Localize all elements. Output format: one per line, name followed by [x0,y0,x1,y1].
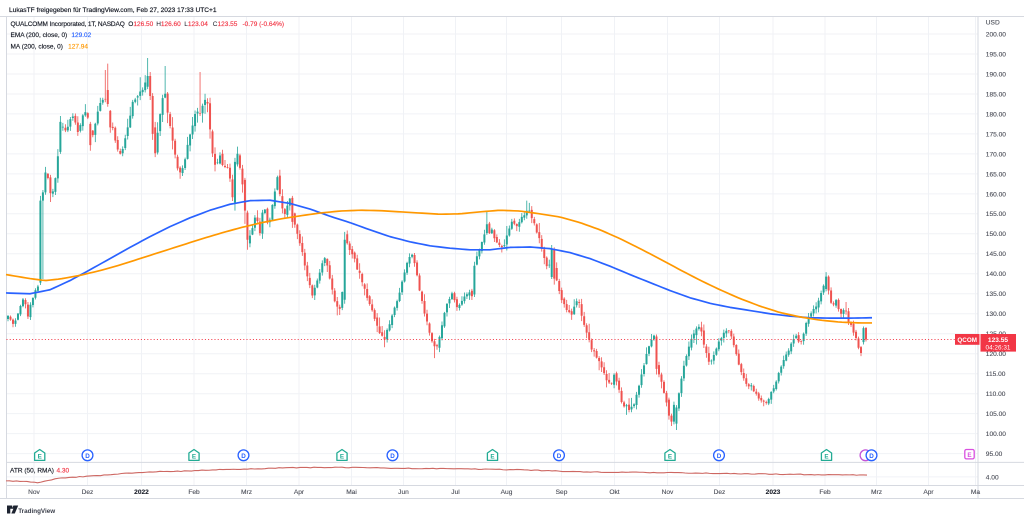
svg-text:200.00: 200.00 [986,31,1007,38]
svg-text:H126.60: H126.60 [156,21,181,28]
svg-text:E: E [824,453,828,460]
svg-text:QUALCOMM Incorporated, 1T, NAS: QUALCOMM Incorporated, 1T, NASDAQ [11,21,125,28]
svg-text:95.00: 95.00 [986,451,1003,458]
svg-text:TradingView: TradingView [18,508,55,515]
svg-text:100.00: 100.00 [986,431,1007,438]
svg-text:120.00: 120.00 [986,351,1007,358]
svg-text:110.00: 110.00 [986,391,1006,398]
svg-text:2022: 2022 [134,489,149,496]
svg-text:D: D [717,453,722,460]
svg-text:Ma: Ma [971,489,980,496]
svg-text:D: D [85,453,90,460]
svg-text:Dez: Dez [714,489,726,496]
svg-text:-0.79 (-0.64%): -0.79 (-0.64%) [243,21,285,28]
svg-text:D: D [241,453,246,460]
svg-text:D: D [869,453,874,460]
svg-text:123.55: 123.55 [988,337,1009,344]
svg-text:Nov: Nov [28,489,40,496]
svg-text:145.00: 145.00 [986,251,1007,258]
svg-text:Apr: Apr [923,489,934,496]
svg-text:Jul: Jul [451,489,460,496]
svg-text:Apr: Apr [294,489,305,496]
svg-text:4.30: 4.30 [57,468,70,475]
svg-text:EMA (200, close, 0): EMA (200, close, 0) [11,32,68,39]
svg-text:QCOM: QCOM [957,337,977,344]
svg-text:150.00: 150.00 [986,231,1007,238]
svg-text:175.00: 175.00 [986,131,1007,138]
svg-text:127.94: 127.94 [68,43,88,50]
svg-text:Okt: Okt [609,489,619,496]
svg-text:Dez: Dez [82,489,94,496]
svg-text:E: E [340,453,344,460]
svg-text:Aug: Aug [501,489,513,496]
svg-text:MA (200, close, 0): MA (200, close, 0) [11,43,63,50]
svg-text:165.00: 165.00 [986,171,1007,178]
svg-text:E: E [490,453,494,460]
svg-text:170.00: 170.00 [986,151,1007,158]
svg-text:Mrz: Mrz [871,489,882,496]
svg-text:190.00: 190.00 [986,71,1007,78]
svg-text:180.00: 180.00 [986,111,1007,118]
svg-text:140.00: 140.00 [986,271,1007,278]
svg-text:130.00: 130.00 [986,311,1007,318]
svg-text:D: D [557,453,562,460]
svg-text:LukasTF freigegeben für Tradin: LukasTF freigegeben für TradingView.com,… [9,7,217,14]
svg-text:O126.50: O126.50 [128,21,153,28]
svg-text:E: E [967,452,971,459]
svg-text:195.00: 195.00 [986,51,1007,58]
svg-text:Sep: Sep [556,489,568,496]
svg-text:Jun: Jun [398,489,409,496]
svg-text:Nov: Nov [662,489,674,496]
svg-text:D: D [390,453,395,460]
svg-text:Mrz: Mrz [241,489,252,496]
svg-text:105.00: 105.00 [986,411,1007,418]
svg-text:160.00: 160.00 [986,191,1007,198]
svg-text:L123.04: L123.04 [184,21,208,28]
svg-text:129.02: 129.02 [71,32,91,39]
svg-text:155.00: 155.00 [986,211,1007,218]
svg-text:USD: USD [986,19,1000,26]
svg-text:ATR (50, RMA): ATR (50, RMA) [10,468,54,475]
svg-text:135.00: 135.00 [986,291,1007,298]
svg-text:E: E [192,453,196,460]
svg-text:Feb: Feb [188,489,200,496]
svg-text:04:26:31: 04:26:31 [986,345,1011,352]
svg-text:115.00: 115.00 [986,371,1006,378]
svg-text:4.00: 4.00 [986,474,999,481]
svg-text:2023: 2023 [766,489,781,496]
svg-text:Mai: Mai [346,489,357,496]
svg-text:Feb: Feb [819,489,831,496]
svg-text:185.00: 185.00 [986,91,1007,98]
svg-text:E: E [668,453,672,460]
svg-text:C123.55: C123.55 [213,21,238,28]
svg-text:E: E [38,453,42,460]
